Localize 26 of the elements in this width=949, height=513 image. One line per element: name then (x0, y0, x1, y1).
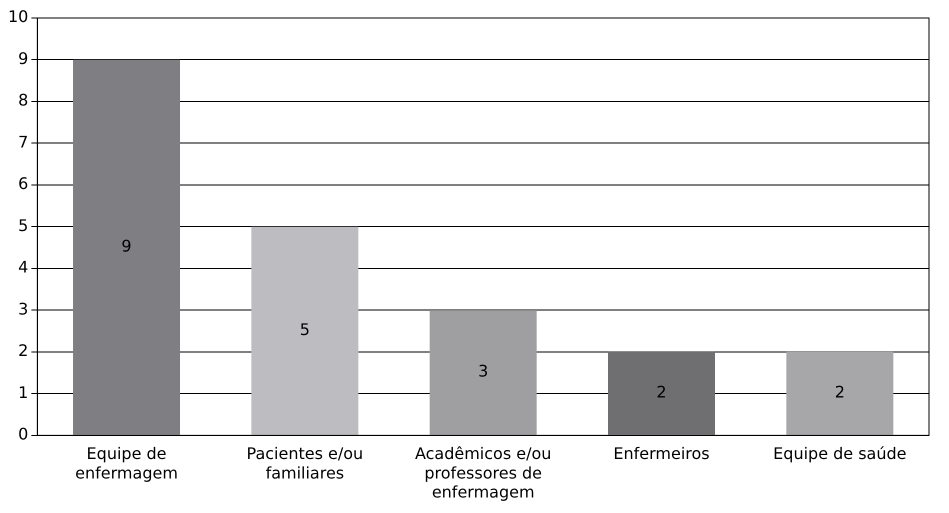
data-label: 3 (478, 362, 488, 381)
bar (430, 310, 537, 435)
data-label: 5 (300, 320, 310, 339)
data-label: 9 (121, 236, 132, 256)
bar (73, 60, 180, 435)
x-tick-label: Acadêmicos e/ou professores de enfermagem (414, 444, 552, 502)
data-label: 2 (656, 382, 667, 402)
bar (786, 352, 894, 435)
bar (251, 226, 358, 435)
x-tick-label: Equipe de saúde (773, 444, 906, 464)
bar (608, 352, 716, 435)
x-tick-label: Pacientes e/ou familiares (246, 444, 364, 482)
x-tick-label: Equipe de enfermagem (75, 444, 178, 482)
y-tick-label: 6 (18, 174, 28, 194)
x-tick-label: Enfermeiros (613, 444, 710, 464)
y-tick-label: 4 (18, 258, 28, 277)
y-tick-label: 0 (18, 424, 28, 444)
y-tick-label: 10 (8, 7, 28, 26)
y-tick-label: 8 (18, 90, 28, 110)
y-tick-label: 1 (18, 382, 28, 402)
y-tick-label: 7 (18, 132, 28, 152)
y-tick-label: 9 (18, 48, 28, 68)
data-label: 2 (834, 382, 845, 402)
y-tick-label: 5 (18, 216, 28, 235)
y-tick-label: 2 (18, 341, 28, 360)
y-tick-label: 3 (18, 299, 28, 318)
